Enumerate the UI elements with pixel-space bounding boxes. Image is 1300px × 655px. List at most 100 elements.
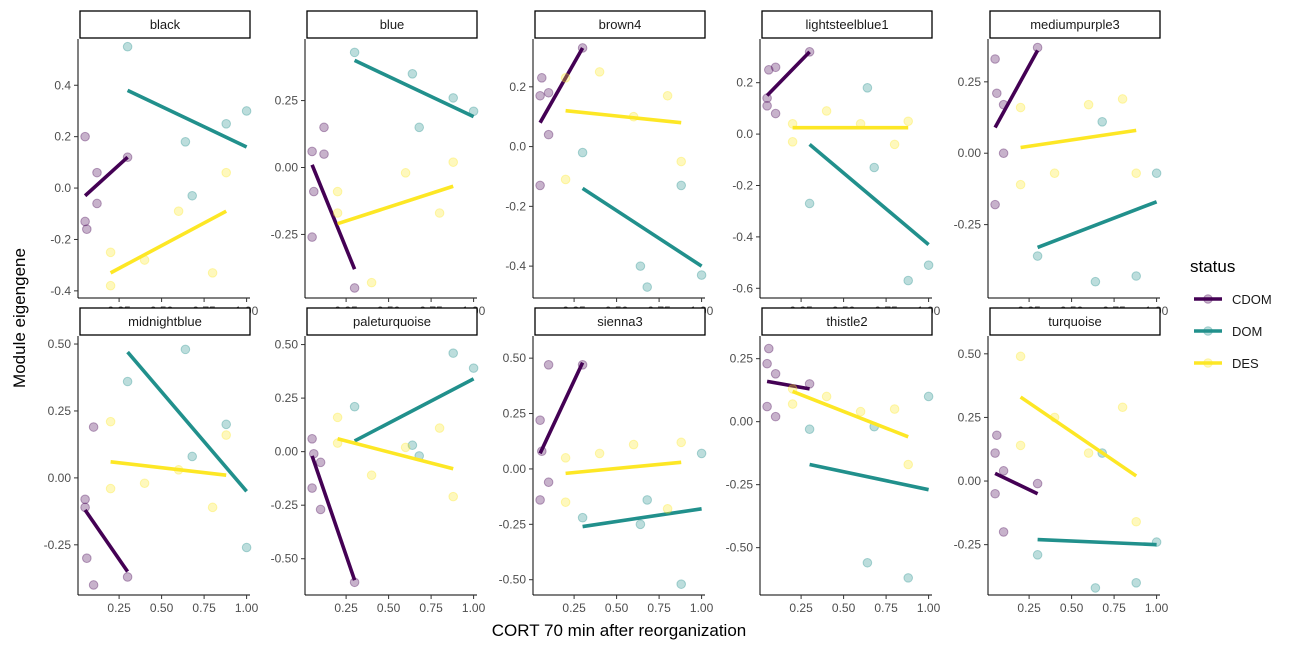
y-tick-label: 0.00 [958,474,982,488]
point-dom [414,122,425,133]
y-tick-label: 0.25 [958,410,982,424]
point-cdom [319,122,329,133]
fit-line-des [110,460,227,477]
y-tick-label: -0.4 [505,259,526,273]
point-cdom [307,146,317,157]
y-tick-label: 0.2 [54,130,71,144]
point-dom [577,147,588,158]
point-dom [221,119,231,129]
point-cdom [319,149,329,159]
strip-box [989,307,1161,336]
point-des [676,156,687,167]
strip-label: turquoise [1048,314,1101,329]
x-tick-label: 0.50 [377,601,401,615]
point-dom [407,69,418,79]
strip-label: sienna3 [597,314,643,329]
point-dom [923,260,934,270]
point-cdom [990,199,1000,210]
point-dom [676,579,687,589]
y-tick-label: 0.25 [275,391,299,405]
point-des [434,423,445,433]
point-des [1015,440,1026,451]
x-tick-label: 1.00 [690,601,714,615]
point-dom [180,344,191,355]
fit-line-dom [808,142,930,246]
strip-box [306,307,478,336]
strip-label: blue [380,17,405,32]
point-cdom [80,494,90,505]
point-dom [804,424,815,435]
point-des [434,208,445,218]
point-dom [862,557,873,568]
point-cdom [543,129,554,140]
point-dom [1032,550,1043,560]
y-tick-label: -0.2 [505,199,526,213]
point-dom [1131,578,1141,588]
point-des [1131,168,1141,179]
point-des [787,137,798,147]
fit-line-cdom [994,471,1039,496]
y-tick-label: -0.25 [271,498,299,512]
point-dom [862,83,873,93]
fit-line-des [565,460,682,476]
point-cdom [762,401,772,412]
point-cdom [535,495,545,505]
point-des [207,268,218,278]
point-cdom [543,87,554,98]
point-des [1049,168,1060,179]
strip-box [989,10,1161,39]
point-cdom [92,198,102,209]
point-cdom [992,430,1002,441]
point-des [1083,99,1094,110]
point-cdom [309,186,319,197]
point-des [332,208,343,218]
point-des [366,470,377,481]
point-des [332,186,343,197]
point-cdom [990,488,1000,499]
point-cdom [990,54,1000,64]
panel-brown4: brown4-0.4-0.20.00.20.250.500.751.00 [505,10,714,318]
point-des [628,439,639,450]
strip-box [761,307,933,336]
point-dom [349,47,360,58]
point-cdom [998,466,1009,476]
y-tick-label: -0.4 [732,230,753,244]
y-tick-label: 0.0 [736,127,753,141]
panel-black: black-0.4-0.20.00.20.40.250.500.751.00 [50,10,259,318]
point-dom [903,275,914,286]
y-tick-label: 0.25 [48,404,72,418]
y-tick-label: 0.00 [275,445,299,459]
x-axis-title: CORT 70 min after reorganization [492,621,747,640]
y-tick-label: 0.25 [503,407,527,421]
point-des [1015,179,1026,190]
fit-line-des [337,437,454,471]
point-dom [221,419,231,430]
y-tick-label: 0.00 [958,146,982,160]
point-dom [642,282,653,292]
point-dom [122,376,133,387]
point-dom [696,448,707,459]
point-des [903,459,914,470]
point-cdom [770,62,781,73]
y-tick-label: -0.25 [954,538,982,552]
x-tick-label: 0.25 [562,601,586,615]
fit-line-des [791,389,909,439]
strip-box [761,10,933,39]
point-des [366,277,377,288]
x-tick-label: 0.50 [150,601,174,615]
point-des [448,157,459,167]
y-tick-label: -0.25 [44,538,72,552]
x-tick-label: 1.00 [462,601,486,615]
point-cdom [543,360,554,370]
point-cdom [88,580,99,590]
panel-thistle2: thistle2 -0.50 -0.25 0.00 0.25 0.25 0.50 0.75 1.… [726,307,941,615]
point-dom [1090,276,1101,287]
strip-box [79,307,251,336]
point-cdom [537,73,547,83]
point-des [889,139,900,150]
fit-line-cdom [310,164,357,270]
point-des [1117,94,1128,104]
point-des [400,442,411,453]
fit-line-cdom [993,49,1040,129]
x-tick-label: 0.50 [832,601,856,615]
